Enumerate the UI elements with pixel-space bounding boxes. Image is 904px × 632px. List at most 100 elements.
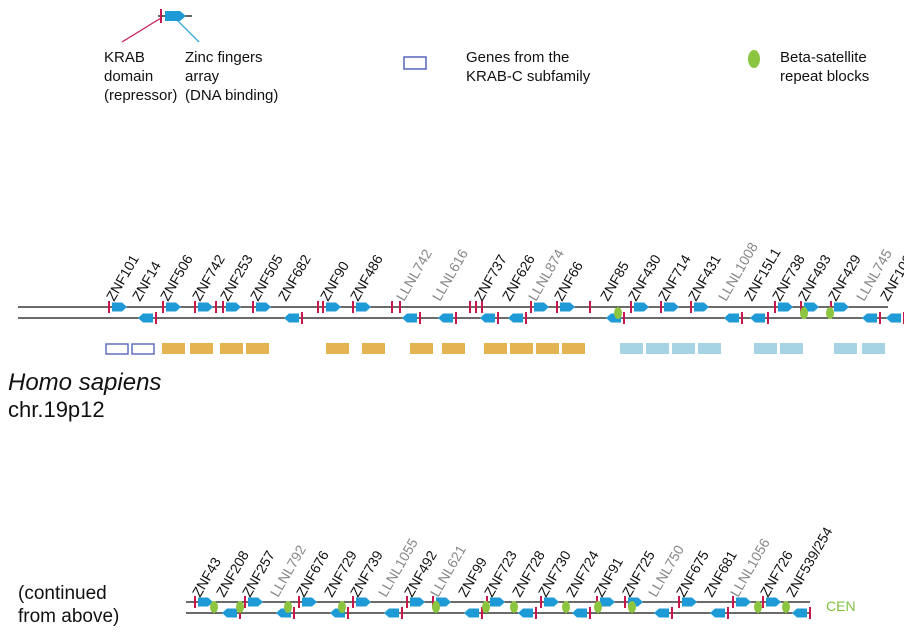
row1-gene-label: LLNL616 bbox=[429, 246, 471, 303]
legend-krabc-box bbox=[403, 56, 427, 70]
row1-gene-arrow bbox=[750, 313, 765, 323]
row2-beta-satellite bbox=[432, 601, 440, 613]
row1-gene-labels: ZNF101ZNF14ZNF506ZNF742ZNF253ZNF505ZNF68… bbox=[103, 239, 904, 303]
legend-krab-label: KRAB domain (repressor) bbox=[104, 49, 178, 104]
row2-gene-arrow bbox=[464, 608, 479, 618]
row2-gene-arrows bbox=[194, 596, 811, 619]
chr19-cluster-row2: ZNF43ZNF208ZNF257LLNL792ZNF676ZNF729ZNF7… bbox=[186, 524, 836, 619]
row1-cluster-box-blue bbox=[834, 343, 857, 354]
row2-gene-arrow bbox=[766, 597, 781, 607]
row1-gene-arrow bbox=[166, 302, 181, 312]
legend-krabc-label: Genes from the KRAB-C subfamily bbox=[466, 49, 591, 85]
row1-beta-satellite bbox=[614, 307, 622, 319]
row1-cluster-box-yellow bbox=[162, 343, 185, 354]
row1-gene-arrow bbox=[694, 302, 709, 312]
row2-gene-arrow bbox=[682, 597, 697, 607]
row1-gene-arrow bbox=[834, 302, 849, 312]
row1-gene-arrows bbox=[108, 301, 904, 324]
row2-gene-arrow bbox=[222, 608, 237, 618]
row1-subfamily-boxes bbox=[105, 343, 885, 355]
row1-cluster-box-blue bbox=[620, 343, 643, 354]
row1-gene-arrow bbox=[862, 313, 877, 323]
row1-gene-arrow bbox=[226, 302, 241, 312]
continued-label: (continued from above) bbox=[18, 583, 120, 627]
row2-gene-arrow bbox=[544, 597, 559, 607]
row1-gene-arrow bbox=[534, 302, 549, 312]
row2-gene-arrow bbox=[490, 597, 505, 607]
chromosome-label: chr.19p12 bbox=[8, 397, 105, 422]
row2-beta-satellite bbox=[628, 601, 636, 613]
row1-gene-arrow bbox=[804, 302, 819, 312]
row1-cluster-box-yellow bbox=[484, 343, 507, 354]
row1-cluster-box-blue bbox=[780, 343, 803, 354]
row2-gene-arrow bbox=[248, 597, 263, 607]
row1-cluster-box-yellow bbox=[220, 343, 243, 354]
row1-gene-arrow bbox=[664, 302, 679, 312]
row2-beta-satellite bbox=[236, 601, 244, 613]
row1-gene-arrow bbox=[560, 302, 575, 312]
row1-cluster-box-yellow bbox=[410, 343, 433, 354]
row1-gene-label: ZNF486 bbox=[347, 252, 386, 304]
legend-beta-label: Beta-satellite repeat blocks bbox=[780, 49, 870, 85]
row1-gene-arrow bbox=[138, 313, 153, 323]
row2-gene-arrow bbox=[410, 597, 425, 607]
row2-beta-satellite bbox=[594, 601, 602, 613]
row2-beta-satellite bbox=[782, 601, 790, 613]
row1-cluster-box-yellow bbox=[510, 343, 533, 354]
row1-gene-arrow bbox=[402, 313, 417, 323]
row1-cluster-box-yellow bbox=[562, 343, 585, 354]
row1-cluster-box-blue bbox=[698, 343, 721, 354]
row1-gene-arrow bbox=[480, 313, 495, 323]
row1-gene-arrow bbox=[508, 313, 523, 323]
row2-gene-arrow bbox=[302, 597, 317, 607]
legend-gene-symbol bbox=[121, 9, 200, 43]
row1-gene-arrow bbox=[634, 302, 649, 312]
row2-gene-arrow bbox=[198, 597, 213, 607]
row1-cluster-box-blue bbox=[672, 343, 695, 354]
row1-gene-arrow bbox=[256, 302, 271, 312]
row1-gene-arrow bbox=[112, 302, 127, 312]
row2-beta-satellite bbox=[562, 601, 570, 613]
legend-zinc-arrow bbox=[165, 11, 186, 21]
row1-beta-satellite bbox=[826, 307, 834, 319]
row2-beta-satellite bbox=[510, 601, 518, 613]
row1-cluster-box-yellow bbox=[536, 343, 559, 354]
row1-gene-arrow bbox=[778, 302, 793, 312]
legend-zinc-label: Zinc fingers array (DNA binding) bbox=[185, 49, 279, 104]
row2-gene-arrow bbox=[710, 608, 725, 618]
legend-zinc-pointer bbox=[176, 19, 200, 43]
row2-beta-satellite bbox=[754, 601, 762, 613]
row2-gene-arrow bbox=[736, 597, 751, 607]
row2-beta-satellite bbox=[284, 601, 292, 613]
row2-gene-arrow bbox=[518, 608, 533, 618]
row2-gene-labels: ZNF43ZNF208ZNF257LLNL792ZNF676ZNF729ZNF7… bbox=[189, 524, 836, 600]
row1-cluster-box-yellow bbox=[326, 343, 349, 354]
row1-cluster-box-yellow bbox=[190, 343, 213, 354]
legend-graphics bbox=[121, 9, 760, 70]
row1-gene-arrow bbox=[326, 302, 341, 312]
row2-gene-arrow bbox=[572, 608, 587, 618]
centromere-label: CEN bbox=[826, 598, 856, 614]
row1-krabc-box bbox=[131, 343, 155, 355]
row1-cluster-box-yellow bbox=[362, 343, 385, 354]
row1-krabc-box bbox=[105, 343, 129, 355]
row1-gene-arrow bbox=[438, 313, 453, 323]
row2-gene-arrow bbox=[384, 608, 399, 618]
row1-beta-satellite bbox=[800, 307, 808, 319]
row2-gene-arrow bbox=[436, 597, 451, 607]
row2-gene-arrow bbox=[792, 608, 807, 618]
legend-krab-pointer bbox=[121, 17, 162, 43]
row1-cluster-box-blue bbox=[646, 343, 669, 354]
row1-cluster-box-yellow bbox=[246, 343, 269, 354]
row1-gene-arrow bbox=[198, 302, 213, 312]
row1-gene-label: ZNF90 bbox=[317, 258, 352, 303]
row2-gene-arrow bbox=[654, 608, 669, 618]
row2-gene-arrow bbox=[600, 597, 615, 607]
row1-cluster-box-blue bbox=[862, 343, 885, 354]
row1-gene-arrow bbox=[284, 313, 299, 323]
legend-beta-satellite bbox=[748, 50, 760, 68]
row1-gene-arrow bbox=[886, 313, 901, 323]
species-name: Homo sapiens bbox=[8, 369, 162, 396]
row1-gene-arrow bbox=[724, 313, 739, 323]
row1-cluster-box-yellow bbox=[442, 343, 465, 354]
